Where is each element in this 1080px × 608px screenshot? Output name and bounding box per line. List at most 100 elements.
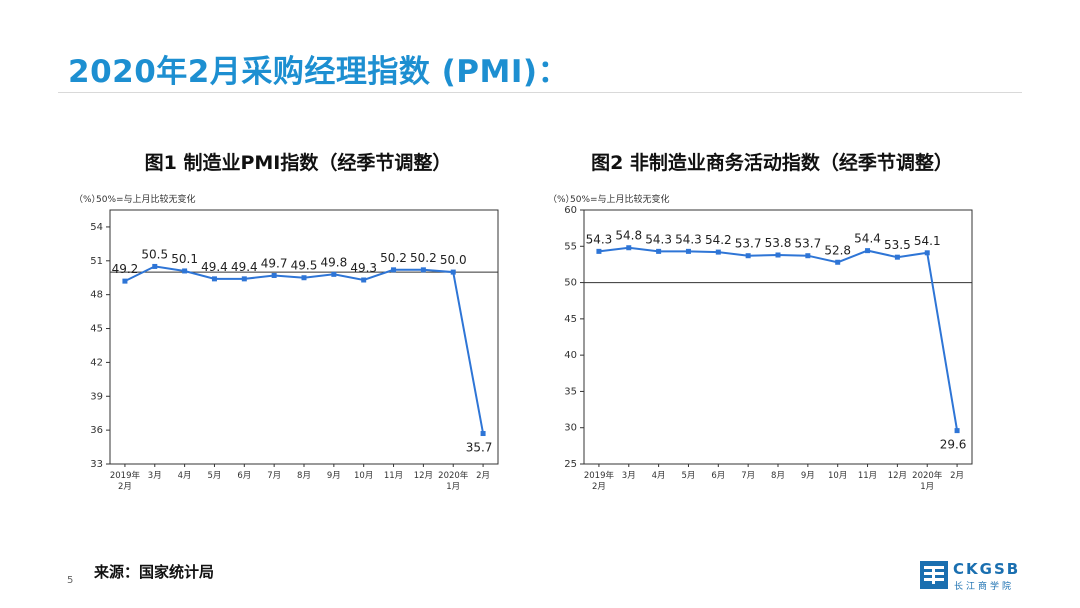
data-label: 49.7	[261, 256, 288, 270]
data-point	[182, 268, 188, 274]
data-label: 54.1	[914, 234, 941, 248]
data-label: 53.7	[735, 237, 762, 251]
data-label: 54.4	[854, 232, 881, 246]
x-tick-label: 4月	[652, 471, 666, 481]
y-tick-label: 50	[564, 278, 577, 289]
y-tick-label: 60	[564, 205, 577, 216]
data-label: 50.1	[171, 252, 198, 266]
data-point	[331, 271, 337, 277]
reference-note: 50%=与上月比较无变化	[570, 193, 670, 205]
data-label: 49.8	[320, 255, 347, 269]
x-tick-label: 8月	[771, 471, 785, 481]
y-tick-label: 51	[90, 256, 103, 267]
x-tick-label: 9月	[327, 471, 341, 481]
x-tick-label: 11月	[384, 471, 403, 481]
data-point	[241, 276, 247, 282]
data-point	[480, 431, 486, 437]
data-label: 53.7	[794, 237, 821, 251]
data-label: 50.5	[141, 247, 168, 261]
data-point	[656, 248, 662, 254]
data-point	[835, 259, 841, 265]
data-point	[805, 253, 811, 259]
data-point	[211, 276, 217, 282]
x-tick-label: 5月	[208, 471, 222, 481]
data-label: 53.5	[884, 238, 911, 252]
data-label: 29.6	[940, 438, 967, 452]
unit-label: （%）	[552, 194, 575, 205]
data-label: 35.7	[466, 441, 493, 455]
data-point	[450, 269, 456, 275]
data-label: 54.3	[675, 232, 702, 246]
data-point	[301, 275, 307, 281]
data-label: 49.5	[291, 259, 318, 273]
y-tick-label: 48	[90, 290, 103, 301]
series-line	[598, 246, 959, 431]
y-tick-label: 40	[564, 350, 577, 361]
data-label: 52.8	[824, 243, 851, 257]
data-label: 49.3	[350, 261, 377, 275]
chart-title: 图1 制造业PMI指数（经季节调整）	[144, 152, 452, 174]
data-point	[361, 277, 367, 283]
x-tick-label: 3月	[148, 471, 162, 481]
data-label: 49.4	[231, 260, 258, 274]
x-tick-label: 11月	[858, 471, 877, 481]
data-label: 54.3	[586, 232, 613, 246]
logo-name: CKGSB	[953, 560, 1021, 578]
x-tick-label: 2月	[950, 471, 964, 481]
plot-frame	[109, 209, 499, 465]
y-tick-label: 39	[90, 391, 103, 402]
slide-title: 2020年2月采购经理指数 (PMI)：	[68, 54, 570, 90]
y-tick-label: 33	[90, 459, 103, 470]
data-point	[152, 263, 158, 269]
x-tick-label: 2020年	[912, 470, 943, 481]
chart-canvas: （%）50%=与上月比较无变化25303540455055602019年2月3月…	[552, 193, 973, 492]
y-tick-label: 42	[90, 357, 103, 368]
x-tick-label: 2月	[592, 482, 606, 492]
data-point	[271, 272, 277, 278]
x-tick-label: 9月	[801, 471, 815, 481]
data-point	[775, 252, 781, 258]
x-tick-label: 12月	[888, 471, 907, 481]
unit-label: （%）	[78, 194, 101, 205]
x-tick-label: 6月	[711, 471, 725, 481]
x-tick-label: 1月	[920, 482, 934, 492]
data-point	[865, 248, 871, 254]
x-tick-label: 6月	[237, 471, 251, 481]
x-tick-label: 7月	[267, 471, 281, 481]
y-tick-label: 54	[90, 222, 103, 233]
data-label: 50.2	[410, 251, 437, 265]
manufacturing-pmi-chart: 图1 制造业PMI指数（经季节调整） （%）50%=与上月比较无变化 33 36 39…	[78, 140, 518, 510]
x-tick-label: 2019年	[110, 470, 141, 481]
data-point	[685, 248, 691, 254]
data-point	[894, 254, 900, 260]
y-tick-label: 45	[564, 314, 577, 325]
y-tick-label: 25	[564, 459, 577, 470]
data-label: 54.8	[615, 229, 642, 243]
x-tick-label: 8月	[297, 471, 311, 481]
data-label: 49.4	[201, 260, 228, 274]
ckgsb-logo: CKGSB 长江商学院	[919, 560, 1029, 592]
data-point	[420, 267, 426, 273]
series-line	[124, 265, 485, 434]
data-point	[745, 253, 751, 259]
title-divider	[58, 92, 1022, 93]
x-tick-label: 2月	[118, 482, 132, 492]
data-label: 50.0	[440, 253, 467, 267]
y-tick-label: 36	[90, 425, 103, 436]
logo-mark-icon	[920, 561, 948, 589]
y-tick-label: 45	[90, 324, 103, 335]
x-tick-label: 5月	[682, 471, 696, 481]
data-point	[122, 278, 128, 284]
x-tick-label: 1月	[446, 482, 460, 492]
data-point	[626, 245, 632, 251]
data-point	[954, 428, 960, 434]
y-tick-label: 30	[564, 423, 577, 434]
data-label: 54.3	[645, 232, 672, 246]
source-note: 来源：国家统计局	[94, 563, 215, 581]
x-tick-label: 2月	[476, 471, 490, 481]
data-point	[924, 250, 930, 256]
data-point	[596, 248, 602, 254]
x-tick-label: 12月	[414, 471, 433, 481]
page-number: 5	[67, 575, 74, 586]
chart-canvas: （%）50%=与上月比较无变化33363942454851542019年2月3月…	[78, 193, 499, 492]
